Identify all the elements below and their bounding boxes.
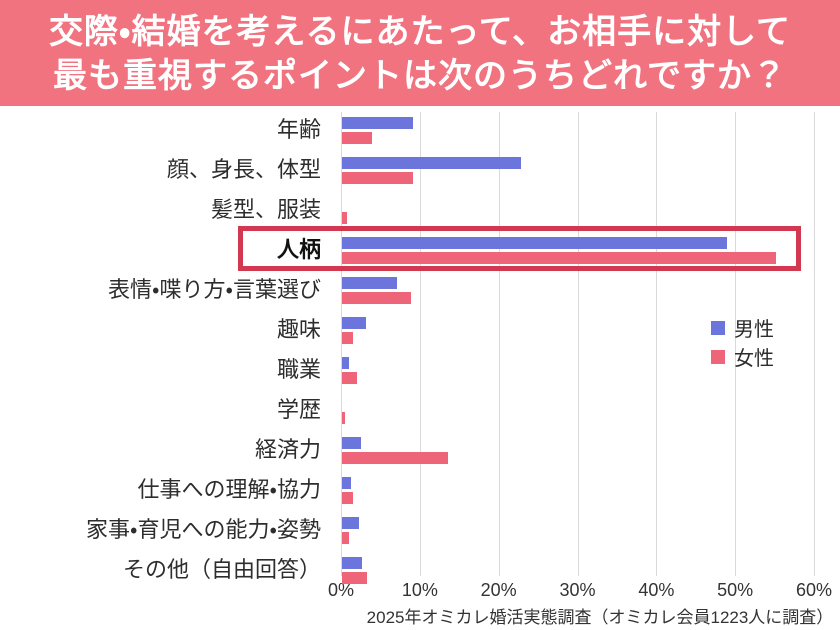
bar-female-4 bbox=[342, 292, 412, 304]
bar-female-6 bbox=[342, 372, 357, 384]
category-label: 趣味 bbox=[276, 317, 321, 342]
bar-male-1 bbox=[342, 157, 521, 169]
bar-female-5 bbox=[342, 332, 354, 344]
bar-female-0 bbox=[342, 132, 372, 144]
title-banner: 交際・結婚を考えるにあたって、お相手に対して 最も重視するポイントは次のうちどれ… bbox=[0, 0, 840, 106]
category-label: 学歴 bbox=[276, 397, 321, 422]
x-axis-tick: 10% bbox=[401, 580, 438, 600]
gridline-60% bbox=[814, 112, 815, 576]
chart-legend: 男性 女性 bbox=[711, 313, 774, 371]
category-label: 職業 bbox=[276, 357, 321, 382]
bar-female-10 bbox=[342, 532, 350, 544]
bar-female-9 bbox=[342, 492, 354, 504]
category-label: 経済力 bbox=[254, 437, 321, 462]
category-label: 表情・喋り方・言葉選び bbox=[108, 277, 321, 302]
bar-female-2 bbox=[342, 212, 347, 224]
x-axis-tick: 40% bbox=[638, 580, 675, 600]
category-label: 髪型、服装 bbox=[210, 197, 321, 222]
category-label: 家事・育児への能力・姿勢 bbox=[86, 517, 321, 542]
x-axis-tick: 20% bbox=[480, 580, 517, 600]
bar-male-3 bbox=[342, 237, 728, 249]
legend-item-female: 女性 bbox=[711, 342, 774, 371]
bar-female-7 bbox=[342, 412, 346, 424]
gridline-30% bbox=[577, 112, 579, 576]
gridline-0% bbox=[341, 112, 342, 576]
gridline-40% bbox=[656, 112, 658, 576]
category-label: 仕事への理解・協力 bbox=[137, 477, 321, 502]
title-line-2: 最も重視するポイントは次のうちどれですか？ bbox=[53, 57, 787, 95]
bar-male-9 bbox=[342, 477, 351, 489]
legend-label: 男性 bbox=[734, 319, 774, 341]
bar-male-0 bbox=[342, 117, 413, 129]
legend-label: 女性 bbox=[734, 348, 774, 370]
category-label: 年齢 bbox=[276, 117, 321, 142]
bar-male-10 bbox=[342, 517, 360, 529]
bar-male-8 bbox=[342, 437, 361, 449]
category-label: 顔、身長、体型 bbox=[166, 157, 321, 182]
bar-male-4 bbox=[342, 277, 398, 289]
bar-female-8 bbox=[342, 452, 448, 464]
bar-female-3 bbox=[342, 252, 776, 264]
bar-female-1 bbox=[342, 172, 413, 184]
legend-swatch-icon bbox=[711, 320, 725, 335]
x-axis-tick: 30% bbox=[559, 580, 596, 600]
legend-swatch-icon bbox=[711, 349, 725, 364]
bar-female-11 bbox=[342, 572, 368, 584]
gridline-20% bbox=[498, 112, 500, 576]
x-axis-tick: 0% bbox=[327, 580, 354, 600]
source-note: 2025年オミカレ婚活実態調査（オミカレ会員1223人に調査） bbox=[366, 608, 834, 627]
title-line-1: 交際・結婚を考えるにあたって、お相手に対して bbox=[48, 13, 792, 51]
bar-male-11 bbox=[342, 557, 363, 569]
x-axis-tick: 50% bbox=[717, 580, 754, 600]
category-label: その他（自由回答） bbox=[122, 557, 321, 582]
highlight-box bbox=[238, 226, 801, 271]
gridline-50% bbox=[735, 112, 737, 576]
x-axis-tick: 60% bbox=[795, 580, 833, 600]
category-label: 人柄 bbox=[276, 237, 321, 262]
bar-male-5 bbox=[342, 317, 366, 329]
gridline-10% bbox=[419, 112, 421, 576]
legend-item-male: 男性 bbox=[711, 313, 774, 342]
bar-male-6 bbox=[342, 357, 350, 369]
